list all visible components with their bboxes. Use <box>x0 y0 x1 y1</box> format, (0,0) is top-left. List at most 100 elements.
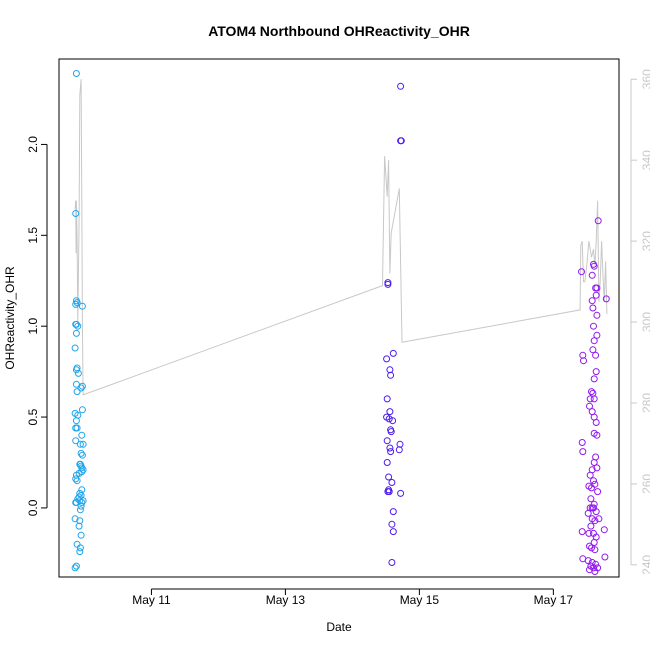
data-point <box>586 402 593 410</box>
data-point <box>593 431 601 439</box>
data-point <box>73 477 81 485</box>
data-point <box>592 560 600 568</box>
data-point <box>383 395 391 403</box>
data-point <box>584 557 592 565</box>
data-point <box>590 262 598 270</box>
data-point <box>586 471 594 479</box>
y-tick-label: 0.0 <box>26 499 40 516</box>
data-point <box>389 417 397 425</box>
data-point <box>72 366 80 374</box>
data-point <box>590 459 598 466</box>
data-point <box>578 268 585 276</box>
data-point <box>590 395 598 403</box>
data-point <box>385 415 393 423</box>
plot-frame <box>58 58 620 578</box>
data-point <box>397 82 405 90</box>
data-point <box>76 506 84 514</box>
data-point <box>593 311 601 319</box>
data-point <box>72 380 80 388</box>
data-point <box>78 431 86 439</box>
axes-layer: May 11 May 13 May 15 May 17 0.0 0.5 1.0 1.5 2.0 2… <box>26 69 650 607</box>
data-point <box>383 437 391 445</box>
data-point <box>71 515 79 523</box>
data-point <box>74 369 82 377</box>
data-point <box>73 299 81 307</box>
data-point <box>592 351 600 359</box>
data-point <box>593 331 601 339</box>
data-point <box>590 539 598 546</box>
y2-tick-label: 320 <box>640 231 650 251</box>
data-point <box>388 479 396 486</box>
data-point <box>387 448 395 456</box>
data-point <box>77 384 85 392</box>
x-tick-label: May 11 <box>132 593 171 607</box>
x-tick-label: May 15 <box>400 593 440 607</box>
data-point <box>77 449 85 457</box>
data-point <box>595 515 603 523</box>
data-point <box>592 291 600 299</box>
data-point <box>72 437 80 445</box>
series-2 <box>383 82 405 566</box>
data-point <box>383 459 391 466</box>
data-point <box>388 520 396 528</box>
data-point <box>72 210 80 217</box>
data-point <box>586 542 593 550</box>
data-point <box>594 488 602 496</box>
data-point <box>75 493 83 501</box>
data-point <box>72 320 80 328</box>
data-point <box>386 444 394 452</box>
data-point <box>76 548 84 556</box>
data-point <box>602 295 610 303</box>
data-point <box>593 464 601 472</box>
data-point <box>591 568 599 575</box>
data-point <box>78 382 86 390</box>
data-point <box>387 371 395 379</box>
data-point <box>586 395 594 403</box>
data-point <box>389 528 397 536</box>
data-point <box>590 564 597 572</box>
data-point <box>72 499 80 506</box>
y-tick-label: 0.5 <box>26 408 40 425</box>
data-point <box>588 388 595 396</box>
data-point <box>72 329 80 337</box>
data-point <box>397 137 405 145</box>
data-point <box>384 280 392 288</box>
data-point <box>584 509 592 517</box>
y-tick-label: 1.5 <box>26 227 40 244</box>
data-point <box>76 517 84 525</box>
y-tick-label: 2.0 <box>26 136 40 153</box>
data-point <box>79 440 87 448</box>
data-point <box>600 526 608 534</box>
data-point <box>72 475 80 483</box>
y2-tick-label: 360 <box>640 69 650 89</box>
data-point <box>71 344 79 352</box>
data-point <box>385 473 393 481</box>
data-point <box>385 488 393 496</box>
data-point <box>75 522 83 530</box>
data-point <box>76 440 84 448</box>
data-point <box>72 417 80 425</box>
y2-tick-label: 340 <box>640 150 650 170</box>
data-point <box>579 448 587 456</box>
data-point <box>594 217 602 225</box>
data-point <box>588 271 596 279</box>
data-point <box>71 564 79 572</box>
y-axis-label: OHReactivity_OHR <box>3 266 17 370</box>
data-point <box>386 408 394 416</box>
data-point <box>79 466 87 474</box>
x-axis-label: Date <box>326 620 352 634</box>
data-point <box>73 388 81 396</box>
data-point <box>580 357 587 365</box>
chart-title: ATOM4 Northbound OHReactivity_OHR <box>208 23 470 39</box>
data-point <box>77 531 85 539</box>
x-tick-label: May 17 <box>534 593 574 607</box>
x-tick-label: May 13 <box>266 593 306 607</box>
data-point <box>389 508 397 516</box>
data-point <box>78 406 86 414</box>
data-point <box>590 375 598 383</box>
data-point <box>592 508 600 516</box>
y2-tick-label: 260 <box>640 474 650 494</box>
data-point <box>389 349 397 357</box>
